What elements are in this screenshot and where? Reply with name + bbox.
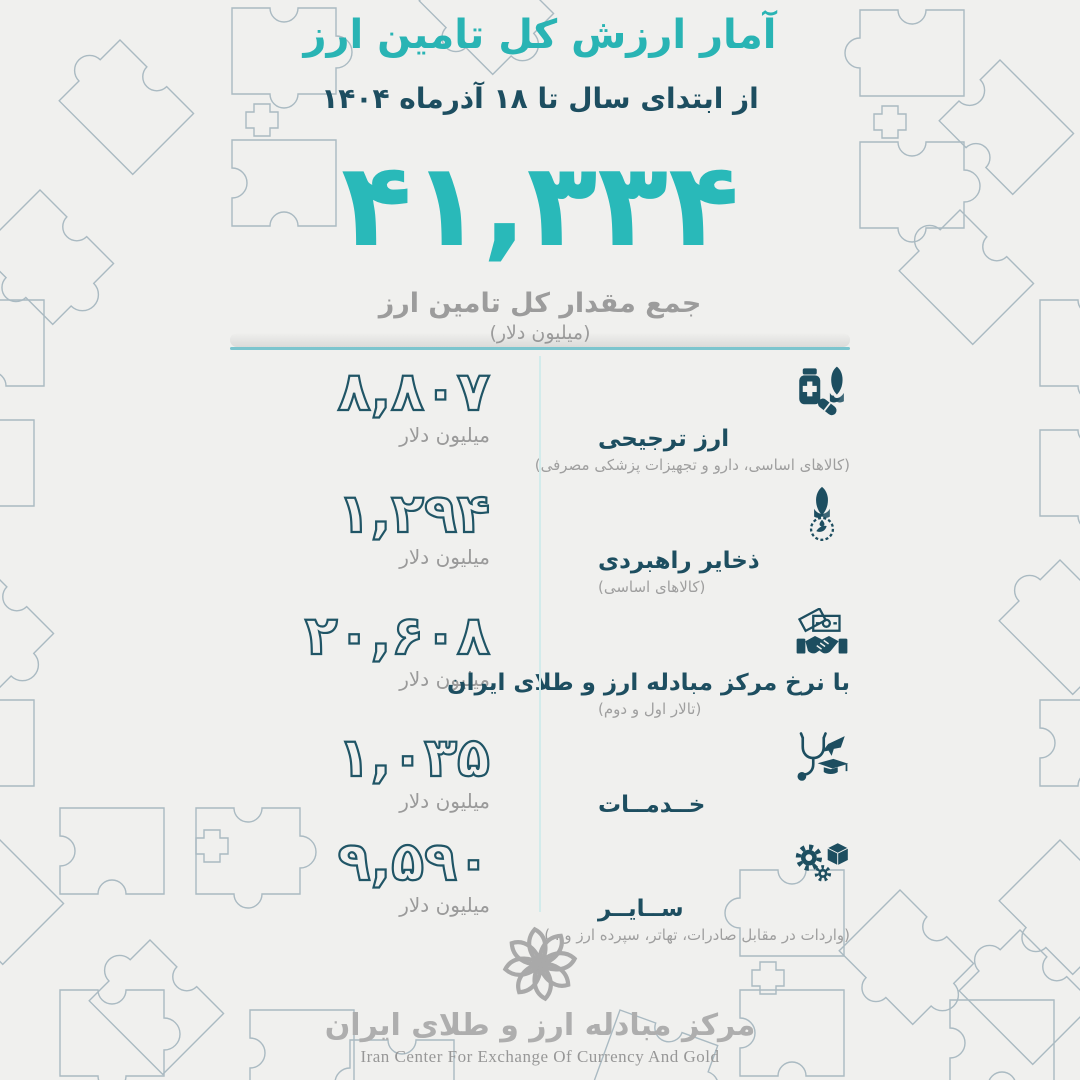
breakdown-list: ۸,۸۰۷ میلیون دلار	[230, 352, 850, 944]
list-item: ۸,۸۰۷ میلیون دلار	[230, 352, 850, 474]
row-amount: ۱,۰۳۵ میلیون دلار	[230, 718, 540, 822]
row-value: ۹,۵۹۰	[337, 830, 490, 893]
row-amount: ۹,۵۹۰ میلیون دلار	[230, 822, 540, 944]
row-amount: ۲۰,۶۰۸ میلیون دلار	[230, 596, 540, 718]
row-value: ۱,۰۳۵	[337, 726, 490, 789]
row-amount: ۱,۲۹۴ میلیون دلار	[230, 474, 540, 596]
category-label: ذخایر راهبردی	[598, 548, 760, 574]
row-amount: ۸,۸۰۷ میلیون دلار	[230, 352, 540, 474]
category-label: ســایــر	[598, 896, 684, 922]
list-item: ۱,۰۳۵ میلیون دلار	[230, 718, 850, 822]
total-value: ۴۱,۳۳۴	[340, 138, 740, 273]
medicine-corn-icon	[799, 366, 844, 416]
row-category: خــدمــات	[540, 718, 850, 822]
divider-shadow	[230, 333, 850, 347]
category-desc: (کالاهای اساسی)	[598, 578, 706, 596]
category-desc: (تالار اول و دوم)	[598, 700, 702, 718]
divider-line	[230, 347, 850, 350]
category-desc: (کالاهای اساسی، دارو و تجهیزات پزشکی مصر…	[534, 456, 850, 474]
row-category: ســایــر (واردات در مقابل صادرات، تهاتر،…	[540, 822, 850, 944]
gears-cube-icon	[795, 842, 850, 882]
row-value: ۱,۲۹۴	[337, 482, 490, 545]
total-caption: جمع مقدار کل تامین ارز	[378, 288, 702, 319]
row-value: ۸,۸۰۷	[337, 360, 490, 423]
logo-text-fa: مرکز مبادله ارز و طلای ایران	[324, 1008, 756, 1043]
category-label: ارز ترجیحی	[598, 426, 730, 452]
page-subtitle: از ابتدای سال تا ۱۸ آذرماه ۱۴۰۴	[321, 82, 759, 115]
handshake-money-icon	[796, 608, 848, 654]
row-unit: میلیون دلار	[399, 545, 490, 570]
list-item: ۲۰,۶۰۸ میلیون دلار	[230, 596, 850, 718]
row-category: با نرخ مرکز مبادله ارز و طلای ایران (تال…	[447, 596, 850, 718]
list-item: ۱,۲۹۴ میلیون دلار ذخایر راهبردی (کالاهای…	[230, 474, 850, 596]
row-unit: میلیون دلار	[399, 789, 490, 814]
services-icon	[797, 732, 849, 781]
row-category: ارز ترجیحی (کالاهای اساسی، دارو و تجهیزا…	[534, 352, 850, 474]
category-label: با نرخ مرکز مبادله ارز و طلای ایران	[447, 670, 850, 696]
list-item: ۹,۵۹۰ میلیون دلار	[230, 822, 850, 944]
row-category: ذخایر راهبردی (کالاهای اساسی)	[540, 474, 850, 596]
row-unit: میلیون دلار	[399, 893, 490, 918]
corn-reserve-icon	[809, 486, 835, 541]
row-unit: میلیون دلار	[399, 423, 490, 448]
row-value: ۲۰,۶۰۸	[304, 604, 490, 667]
footer-logo: مرکز مبادله ارز و طلای ایران Iran Center…	[0, 922, 1080, 1067]
pinwheel-logo	[498, 926, 582, 1006]
total-unit: (میلیون دلار)	[0, 322, 1080, 344]
category-label: خــدمــات	[598, 792, 706, 818]
logo-text-en: Iran Center For Exchange Of Currency And…	[360, 1047, 720, 1066]
category-desc: (واردات در مقابل صادرات، تهاتر، سپرده ار…	[544, 926, 850, 944]
page-title: آمار ارزش کل تامین ارز	[303, 12, 777, 58]
row-unit: میلیون دلار	[399, 667, 490, 692]
